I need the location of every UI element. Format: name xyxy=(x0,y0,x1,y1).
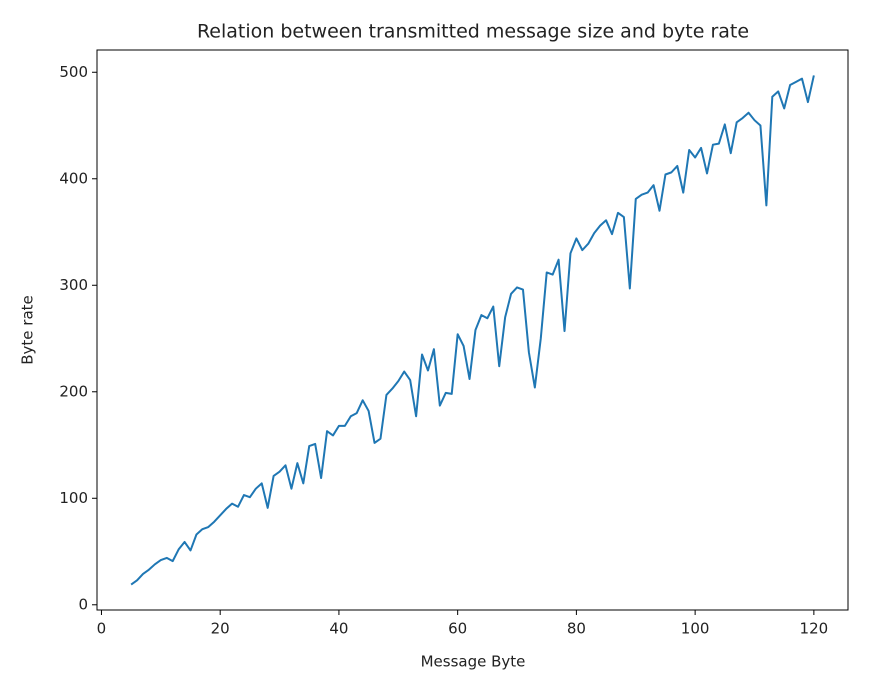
y-tick-label: 100 xyxy=(59,489,88,507)
x-tick-label: 80 xyxy=(567,620,586,638)
y-tick-label: 300 xyxy=(59,276,88,294)
x-tick-label: 0 xyxy=(97,620,107,638)
x-tick-label: 40 xyxy=(329,620,348,638)
y-tick-label: 500 xyxy=(59,63,88,81)
x-tick-label: 60 xyxy=(448,620,467,638)
y-axis-label: Byte rate xyxy=(19,295,37,365)
chart-title: Relation between transmitted message siz… xyxy=(197,21,749,43)
data-line xyxy=(130,75,815,586)
y-tick-label: 200 xyxy=(59,382,88,400)
y-tick-label: 0 xyxy=(78,595,88,613)
x-tick-label: 100 xyxy=(681,620,710,638)
x-axis-label: Message Byte xyxy=(421,653,526,671)
x-tick-label: 20 xyxy=(211,620,230,638)
y-tick-label: 400 xyxy=(59,169,88,187)
plot-frame xyxy=(96,49,849,611)
x-tick-label: 120 xyxy=(800,620,829,638)
